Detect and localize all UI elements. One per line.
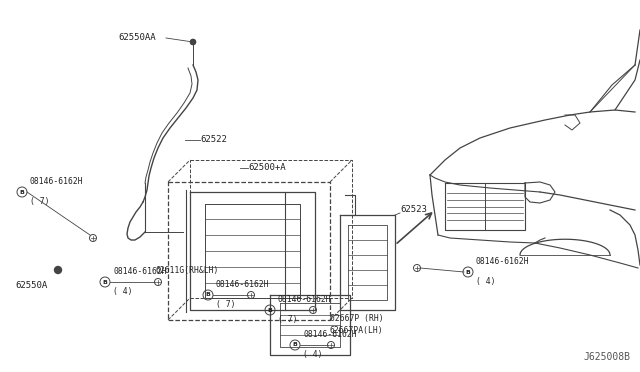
Text: ( 4): ( 4) [303, 350, 323, 359]
Text: 62522: 62522 [200, 135, 227, 144]
Text: 62667P (RH): 62667P (RH) [330, 314, 383, 323]
Text: B: B [268, 308, 273, 312]
Text: ( 4): ( 4) [476, 277, 495, 286]
Text: 62550A: 62550A [15, 280, 47, 289]
Text: 08146-6162H: 08146-6162H [216, 280, 269, 289]
Text: B: B [20, 189, 24, 195]
Circle shape [54, 266, 61, 273]
Text: 08146-6162H: 08146-6162H [30, 177, 84, 186]
Circle shape [191, 39, 195, 45]
Text: J625008B: J625008B [583, 352, 630, 362]
Circle shape [191, 39, 195, 45]
Text: 08146-6162H: 08146-6162H [476, 257, 530, 266]
Text: 62500+A: 62500+A [248, 164, 285, 173]
Text: 62523: 62523 [400, 205, 427, 215]
Text: 08146-6162H: 08146-6162H [303, 330, 356, 339]
Text: B: B [292, 343, 298, 347]
Text: ( 7): ( 7) [216, 300, 236, 309]
Text: 08146-6162H: 08146-6162H [113, 267, 166, 276]
Text: ( 7): ( 7) [278, 315, 298, 324]
Text: 62667PA(LH): 62667PA(LH) [330, 326, 383, 334]
Text: B: B [465, 269, 470, 275]
Text: 62611G(RH&LH): 62611G(RH&LH) [155, 266, 218, 275]
Text: B: B [102, 279, 108, 285]
Text: 62550AA: 62550AA [118, 33, 156, 42]
Text: ( 7): ( 7) [30, 197, 49, 206]
Text: ( 4): ( 4) [113, 287, 132, 296]
Text: B: B [205, 292, 211, 298]
Text: 08146-6162H: 08146-6162H [278, 295, 332, 304]
